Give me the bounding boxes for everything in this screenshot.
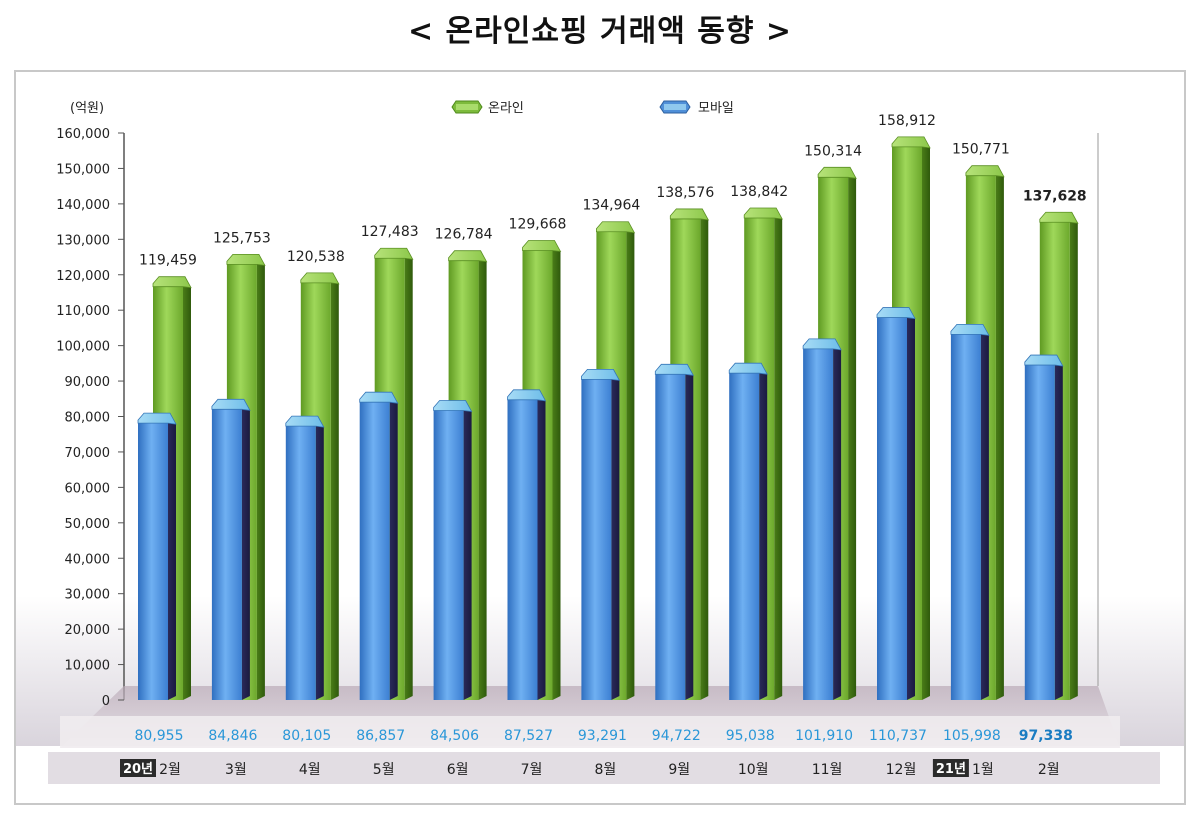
- mobile-bar: [211, 398, 251, 700]
- y-tick-label: 150,000: [56, 162, 110, 177]
- mobile-bar: [728, 362, 768, 700]
- mobile-bar: [1024, 354, 1064, 700]
- floor-front: [60, 716, 1120, 748]
- mobile-bar: [433, 400, 473, 700]
- online-value-label: 125,753: [213, 230, 271, 246]
- mobile-series: [137, 307, 1064, 700]
- category-labels: 20년 2월 3월 4월 5월 6월 7월 8월 9월 10월 11월 12월 21년 1월 2월: [120, 759, 1060, 778]
- y-tick-label: 0: [102, 694, 110, 709]
- online-value-label: 120,538: [287, 249, 345, 265]
- mobile-value-labels: 80,955 84,846 80,105 86,857 84,506 87,527 93,2…: [135, 728, 1073, 744]
- y-tick-label: 30,000: [65, 588, 111, 603]
- mobile-value-label: 97,338: [1019, 728, 1073, 744]
- legend-online-label: 온라인: [488, 101, 524, 116]
- category-label: 6월: [447, 762, 469, 778]
- online-value-label: 138,842: [730, 184, 788, 200]
- category-label: 11월: [812, 762, 843, 778]
- mobile-value-label: 84,506: [430, 728, 479, 744]
- y-tick-label: 130,000: [56, 233, 110, 248]
- category-label: 9월: [668, 762, 690, 778]
- category-label: 7월: [521, 762, 543, 778]
- y-tick-label: 80,000: [65, 411, 111, 426]
- online-value-label: 129,668: [509, 216, 567, 232]
- y-tick-label: 90,000: [65, 375, 111, 390]
- y-tick-label: 160,000: [56, 127, 110, 142]
- year-marker-label: 20년: [123, 762, 153, 777]
- legend-online-swatch: [451, 100, 483, 114]
- y-tick-label: 50,000: [65, 517, 111, 532]
- online-value-label: 150,314: [804, 143, 862, 159]
- y-tick-label: 20,000: [65, 623, 111, 638]
- y-tick-group: 0 10,000 20,000 30,000 40,000 50,000 60,000 70,…: [56, 127, 124, 709]
- category-label: 12월: [886, 762, 917, 778]
- mobile-value-label: 80,105: [282, 728, 331, 744]
- y-tick-label: 10,000: [65, 659, 111, 674]
- page-title: < 온라인쇼핑 거래액 동향 >: [407, 14, 793, 49]
- mobile-value-label: 86,857: [356, 728, 405, 744]
- category-label: 2월: [1038, 762, 1060, 778]
- y-tick-label: 60,000: [65, 481, 111, 496]
- mobile-value-label: 101,910: [795, 728, 853, 744]
- mobile-value-label: 110,737: [869, 728, 927, 744]
- year-marker-box: [932, 759, 969, 777]
- online-value-label: 158,912: [878, 113, 936, 129]
- year-marker-label: 21년: [936, 762, 966, 777]
- mobile-value-label: 87,527: [504, 728, 553, 744]
- online-value-label: 127,483: [361, 224, 419, 240]
- online-value-label: 150,771: [952, 142, 1010, 158]
- category-label: 1월: [972, 762, 994, 778]
- y-tick-label: 110,000: [56, 304, 110, 319]
- mobile-bar: [581, 369, 621, 700]
- mobile-bar: [654, 363, 695, 700]
- online-value-labels: 119,459 125,753 120,538 127,483 126,784 129,6…: [139, 113, 1087, 269]
- mobile-bar: [137, 412, 177, 700]
- y-tick-label: 120,000: [56, 269, 110, 284]
- online-value-label: 119,459: [139, 253, 197, 269]
- mobile-bar: [876, 307, 916, 700]
- mobile-bar: [950, 323, 990, 700]
- mobile-bar: [359, 391, 399, 700]
- mobile-value-label: 94,722: [652, 728, 701, 744]
- legend-mobile-label: 모바일: [698, 101, 734, 116]
- legend-mobile-swatch: [659, 100, 691, 114]
- category-label: 2월: [159, 762, 181, 778]
- mobile-value-label: 84,846: [208, 728, 257, 744]
- unit-label: (억원): [70, 101, 104, 116]
- mobile-value-label: 105,998: [943, 728, 1001, 744]
- legend: 온라인 모바일: [451, 100, 734, 116]
- category-label: 5월: [373, 762, 395, 778]
- y-tick-label: 140,000: [56, 198, 110, 213]
- mobile-bar: [507, 389, 547, 700]
- mobile-bar: [285, 415, 325, 700]
- online-value-label: 126,784: [435, 227, 493, 243]
- mobile-value-label: 93,291: [578, 728, 627, 744]
- year-marker-box: [120, 759, 156, 777]
- category-label: 3월: [225, 762, 247, 778]
- category-label: 8월: [595, 762, 617, 778]
- online-value-label: 138,576: [656, 185, 714, 201]
- y-tick-label: 40,000: [65, 552, 111, 567]
- y-tick-label: 100,000: [56, 340, 110, 355]
- category-label: 10월: [738, 762, 769, 778]
- category-band: [48, 752, 1160, 784]
- online-value-label: 134,964: [582, 198, 640, 214]
- category-label: 4월: [299, 762, 321, 778]
- y-tick-label: 70,000: [65, 446, 111, 461]
- mobile-value-label: 95,038: [726, 728, 775, 744]
- online-value-label: 137,628: [1023, 188, 1087, 204]
- mobile-bar: [802, 338, 842, 700]
- mobile-value-label: 80,955: [135, 728, 184, 744]
